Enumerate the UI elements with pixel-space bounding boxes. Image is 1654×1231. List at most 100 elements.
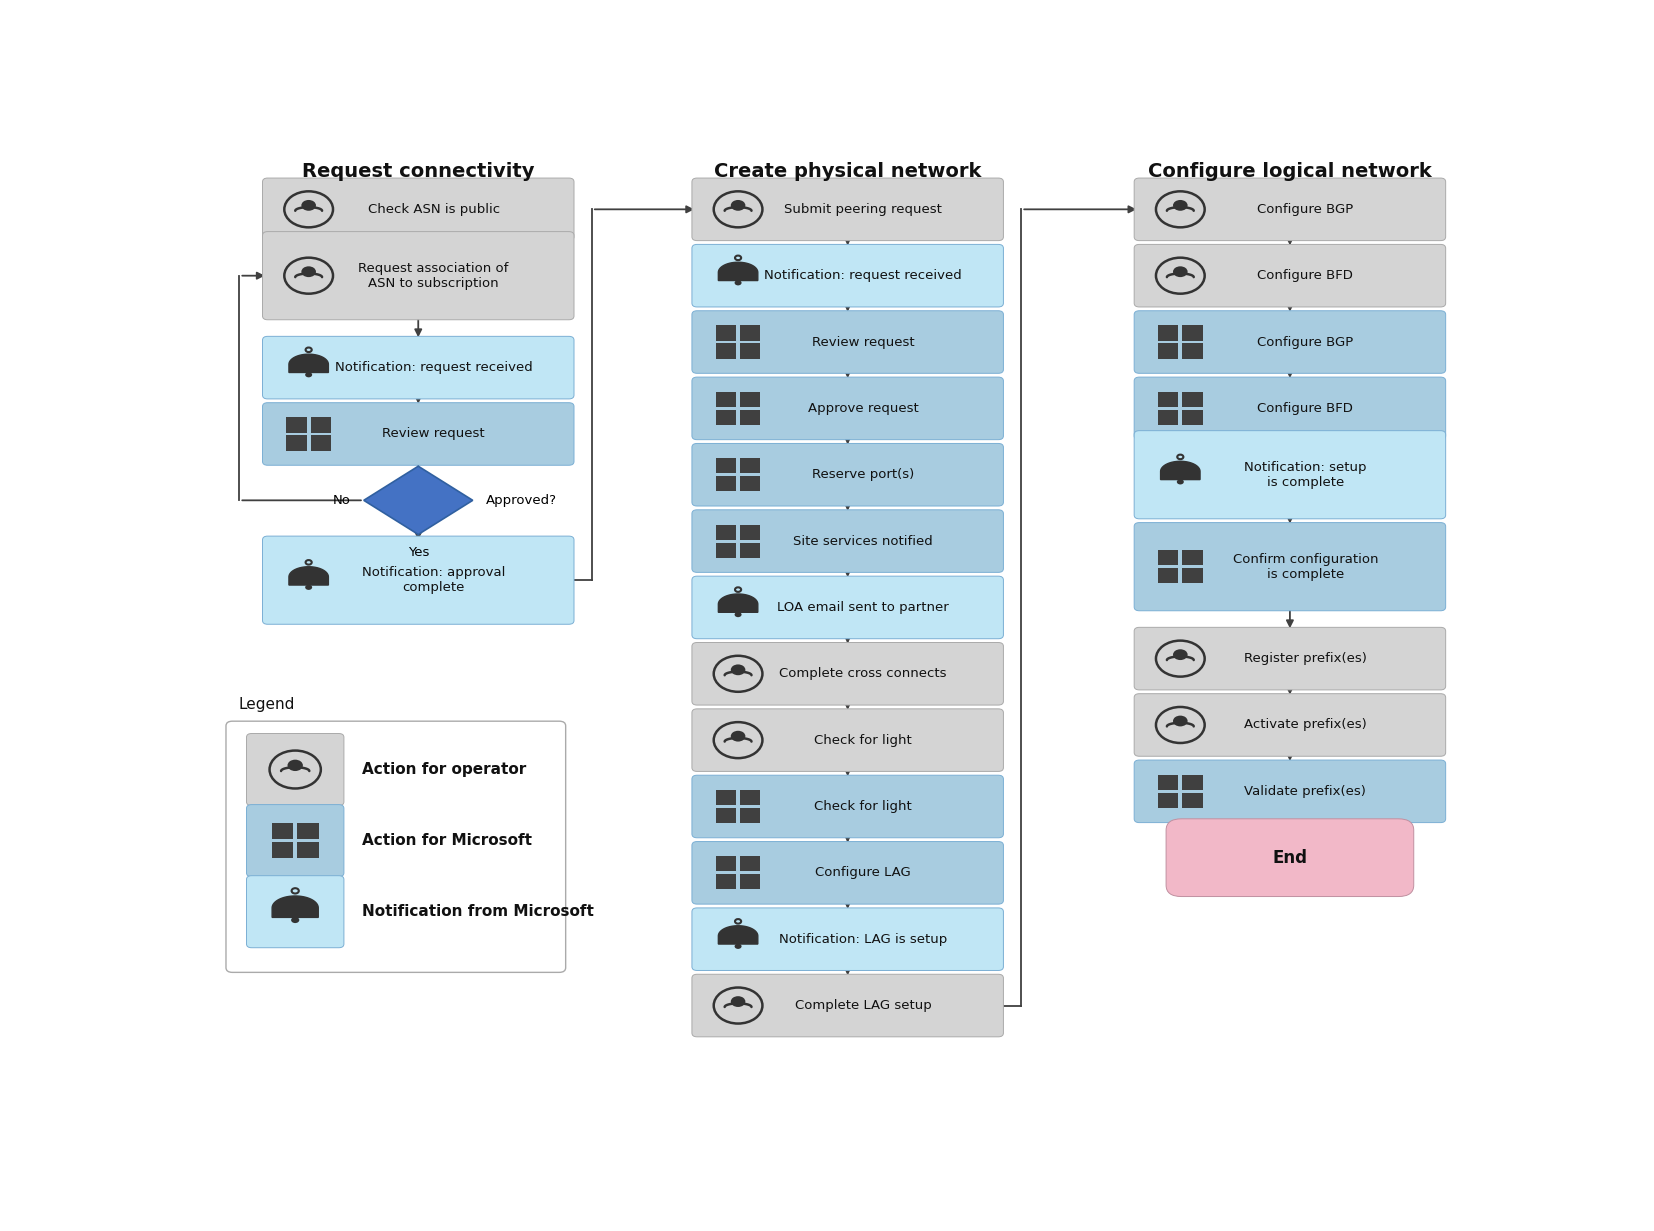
Polygon shape — [718, 926, 758, 944]
FancyBboxPatch shape — [263, 403, 574, 465]
Text: Notification: LAG is setup: Notification: LAG is setup — [779, 933, 948, 945]
Bar — [1183, 343, 1202, 358]
Text: Configure BGP: Configure BGP — [1257, 203, 1353, 215]
FancyBboxPatch shape — [691, 709, 1004, 772]
Bar — [1183, 550, 1202, 565]
Polygon shape — [364, 467, 473, 534]
FancyBboxPatch shape — [1135, 377, 1446, 439]
Bar — [271, 824, 293, 840]
Bar — [1183, 325, 1202, 341]
Bar — [1158, 569, 1178, 583]
Bar — [1183, 410, 1202, 425]
FancyBboxPatch shape — [1166, 819, 1414, 896]
Bar — [286, 417, 306, 432]
Text: Request association of
ASN to subscription: Request association of ASN to subscripti… — [359, 262, 509, 289]
Bar — [716, 391, 736, 407]
Bar — [739, 790, 761, 805]
Text: Configure BGP: Configure BGP — [1257, 336, 1353, 348]
Circle shape — [1173, 715, 1188, 726]
FancyBboxPatch shape — [691, 377, 1004, 439]
FancyBboxPatch shape — [1135, 523, 1446, 611]
Text: Configure LAG: Configure LAG — [815, 867, 911, 879]
FancyBboxPatch shape — [263, 336, 574, 399]
Text: Review request: Review request — [382, 427, 485, 441]
Circle shape — [731, 731, 746, 741]
Bar — [716, 857, 736, 872]
Text: Reserve port(s): Reserve port(s) — [812, 468, 915, 481]
Text: Notification: approval
complete: Notification: approval complete — [362, 566, 506, 595]
Bar — [716, 874, 736, 890]
Bar — [739, 857, 761, 872]
Text: Notification: request received: Notification: request received — [334, 361, 533, 374]
Circle shape — [734, 281, 741, 286]
Text: Check ASN is public: Check ASN is public — [367, 203, 500, 215]
FancyBboxPatch shape — [691, 245, 1004, 307]
Text: Action for operator: Action for operator — [362, 762, 526, 777]
Bar — [1158, 550, 1178, 565]
Text: Register prefix(es): Register prefix(es) — [1244, 652, 1366, 665]
Bar — [311, 436, 331, 451]
Circle shape — [731, 996, 746, 1007]
FancyBboxPatch shape — [246, 875, 344, 948]
FancyBboxPatch shape — [1135, 628, 1446, 689]
Bar — [739, 874, 761, 890]
Polygon shape — [1161, 462, 1201, 480]
FancyBboxPatch shape — [1135, 310, 1446, 373]
Bar — [739, 410, 761, 425]
Bar — [1158, 410, 1178, 425]
Bar — [716, 410, 736, 425]
Bar — [739, 391, 761, 407]
Bar — [311, 417, 331, 432]
Bar — [298, 842, 319, 858]
Bar — [739, 808, 761, 824]
Bar — [739, 524, 761, 539]
Polygon shape — [289, 566, 329, 585]
Circle shape — [1173, 266, 1188, 277]
Circle shape — [301, 266, 316, 277]
Text: Yes: Yes — [407, 545, 428, 559]
Text: Configure logical network: Configure logical network — [1148, 162, 1432, 181]
FancyBboxPatch shape — [691, 510, 1004, 572]
FancyBboxPatch shape — [691, 842, 1004, 904]
Circle shape — [734, 612, 741, 617]
FancyBboxPatch shape — [246, 805, 344, 876]
FancyBboxPatch shape — [263, 231, 574, 320]
Circle shape — [301, 199, 316, 211]
Circle shape — [734, 944, 741, 949]
Circle shape — [291, 917, 299, 923]
FancyBboxPatch shape — [691, 310, 1004, 373]
Bar — [739, 476, 761, 491]
Bar — [1183, 774, 1202, 790]
Circle shape — [1176, 479, 1184, 485]
Text: Submit peering request: Submit peering request — [784, 203, 943, 215]
FancyBboxPatch shape — [691, 776, 1004, 838]
Bar — [286, 436, 306, 451]
Bar — [1158, 793, 1178, 808]
Bar — [298, 824, 319, 840]
Bar — [1158, 325, 1178, 341]
Circle shape — [288, 760, 303, 771]
Bar — [271, 842, 293, 858]
FancyBboxPatch shape — [1135, 431, 1446, 518]
Text: Action for Microsoft: Action for Microsoft — [362, 833, 533, 848]
Bar — [716, 543, 736, 558]
Text: No: No — [332, 494, 351, 507]
Text: Site services notified: Site services notified — [794, 534, 933, 548]
Polygon shape — [289, 355, 329, 373]
FancyBboxPatch shape — [227, 721, 566, 972]
FancyBboxPatch shape — [691, 974, 1004, 1037]
FancyBboxPatch shape — [1135, 760, 1446, 822]
Bar — [716, 524, 736, 539]
Text: Create physical network: Create physical network — [715, 162, 981, 181]
FancyBboxPatch shape — [691, 576, 1004, 639]
Bar — [1183, 391, 1202, 407]
FancyBboxPatch shape — [263, 537, 574, 624]
Bar — [716, 808, 736, 824]
Text: LOA email sent to partner: LOA email sent to partner — [777, 601, 949, 614]
FancyBboxPatch shape — [263, 178, 574, 240]
FancyBboxPatch shape — [1135, 694, 1446, 756]
Bar — [739, 458, 761, 473]
Bar — [716, 790, 736, 805]
Text: Legend: Legend — [238, 697, 294, 712]
Circle shape — [304, 585, 313, 590]
